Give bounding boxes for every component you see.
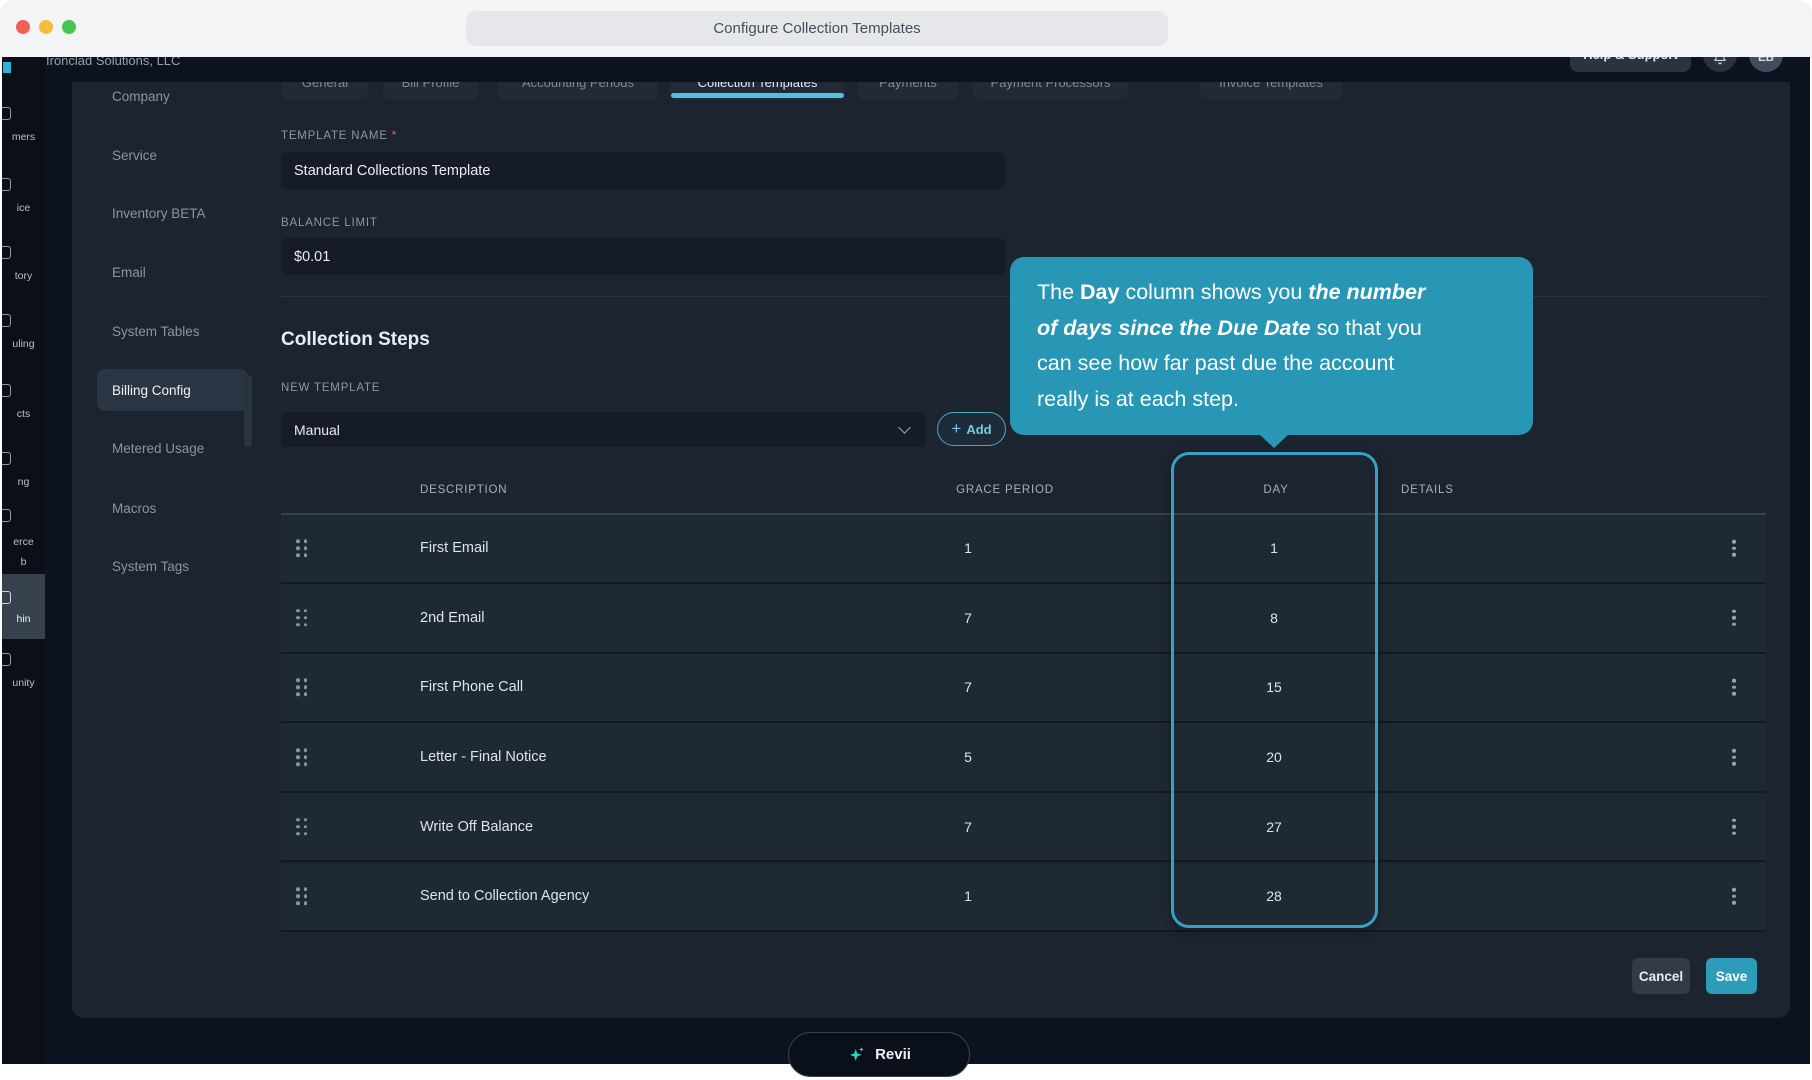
rail-item-inventory[interactable]: tory — [14, 270, 33, 282]
tooltip-line: The Day column shows you the number — [1037, 280, 1426, 304]
sidebar-item-macros[interactable]: Macros — [112, 500, 157, 516]
minimize-window-button[interactable] — [39, 20, 53, 34]
table-row: Letter - Final Notice 5 20 — [281, 723, 1766, 793]
save-button[interactable]: Save — [1706, 958, 1757, 994]
column-header-grace-period: GRACE PERIOD — [956, 484, 1054, 496]
drag-handle-icon[interactable] — [296, 609, 308, 627]
sidebar-item-system-tags[interactable]: System Tags — [112, 558, 190, 574]
rail-item-admin[interactable]: hin — [16, 613, 31, 625]
drag-handle-icon[interactable] — [296, 887, 308, 906]
row-menu-icon[interactable] — [1728, 679, 1740, 696]
template-name-field[interactable] — [281, 152, 1005, 189]
table-header-divider — [281, 513, 1766, 515]
titlebar: Configure Collection Templates — [0, 0, 1812, 57]
close-window-button[interactable] — [16, 20, 30, 34]
chevron-down-icon — [898, 421, 911, 434]
rail-item-customers[interactable]: mers — [11, 131, 36, 143]
drag-handle-icon[interactable] — [296, 539, 308, 558]
inventory-icon — [2, 246, 11, 259]
add-step-button[interactable]: + Add — [937, 412, 1006, 446]
app-logo-fragment — [3, 62, 11, 73]
drag-handle-icon[interactable] — [296, 817, 308, 836]
row-menu-icon[interactable] — [1728, 609, 1740, 627]
window-title: Configure Collection Templates — [466, 11, 1168, 46]
app-header: Ironclad Solutions, LLC Help & Support E… — [2, 36, 1810, 82]
drag-handle-icon[interactable] — [296, 678, 308, 697]
sidebar-item-system-tables[interactable]: System Tables — [112, 323, 200, 339]
billing-icon — [2, 452, 11, 465]
template-name-label: TEMPLATE NAME * — [281, 130, 397, 142]
table-row: First Phone Call 7 15 — [281, 653, 1766, 724]
balance-limit-label: BALANCE LIMIT — [281, 217, 378, 229]
cancel-button[interactable]: Cancel — [1632, 958, 1690, 994]
new-template-select[interactable]: Manual — [281, 412, 926, 447]
rail-item-community[interactable]: unity — [12, 677, 35, 689]
table-row: 2nd Email 7 8 — [281, 584, 1766, 654]
sidebar-item-inventory[interactable]: Inventory BETA — [112, 205, 206, 221]
service-icon — [2, 178, 11, 191]
nav-scrollbar-thumb[interactable] — [244, 375, 252, 447]
tooltip-line: of days since the Due Date so that you — [1037, 315, 1422, 340]
tooltip-arrow — [1259, 434, 1289, 448]
rail-item-commerce[interactable]: erce — [13, 536, 34, 548]
collection-steps-heading: Collection Steps — [281, 329, 430, 350]
plus-icon: + — [951, 418, 962, 438]
projects-icon — [2, 384, 11, 397]
drag-handle-icon[interactable] — [296, 748, 308, 766]
new-template-value: Manual — [294, 421, 340, 438]
table-row: First Email 1 1 — [281, 514, 1766, 585]
sparkle-icon — [849, 1046, 864, 1061]
column-header-details: DETAILS — [1401, 484, 1454, 496]
assistant-button[interactable]: Revii — [788, 1032, 970, 1077]
required-asterisk: * — [391, 130, 397, 142]
customers-icon — [2, 107, 11, 120]
tooltip-line: can see how far past due the account — [1037, 351, 1395, 375]
row-menu-icon[interactable] — [1728, 818, 1740, 835]
sidebar-item-billing-config[interactable]: Billing Config — [97, 369, 248, 411]
balance-limit-field[interactable] — [281, 238, 1005, 275]
row-menu-icon[interactable] — [1728, 888, 1740, 905]
left-rail: mers ice tory uling cts ng erce b hin un… — [2, 57, 45, 1064]
rail-item-projects[interactable]: cts — [16, 408, 31, 420]
day-column-tooltip: The Day column shows you the number of d… — [1010, 257, 1533, 435]
scheduling-icon — [2, 314, 11, 327]
sidebar-item-email[interactable]: Email — [112, 264, 146, 280]
sidebar-item-metered-usage[interactable]: Metered Usage — [112, 440, 205, 456]
commerce-icon — [2, 509, 11, 522]
zoom-window-button[interactable] — [62, 20, 76, 34]
community-icon — [2, 653, 11, 666]
rail-item-billing[interactable]: ng — [17, 476, 30, 488]
rail-item-service[interactable]: ice — [16, 202, 31, 214]
rail-item-scheduling[interactable]: uling — [12, 338, 35, 350]
new-template-label: NEW TEMPLATE — [281, 382, 381, 394]
tooltip-line: really is at each step. — [1037, 386, 1239, 411]
row-menu-icon[interactable] — [1728, 540, 1740, 557]
row-menu-icon[interactable] — [1728, 748, 1740, 766]
rail-selected-background — [2, 574, 45, 639]
sidebar-item-service[interactable]: Service — [112, 147, 158, 163]
rail-item-commerce-line2[interactable]: b — [20, 556, 27, 568]
column-header-description: DESCRIPTION — [420, 484, 508, 496]
column-header-day: DAY — [1263, 484, 1289, 496]
sidebar-item-company[interactable]: Company — [112, 88, 170, 104]
admin-icon — [2, 591, 11, 604]
table-row: Write Off Balance 7 27 — [281, 792, 1766, 863]
active-tab-underline — [671, 93, 844, 98]
table-row: Send to Collection Agency 1 28 — [281, 862, 1766, 933]
